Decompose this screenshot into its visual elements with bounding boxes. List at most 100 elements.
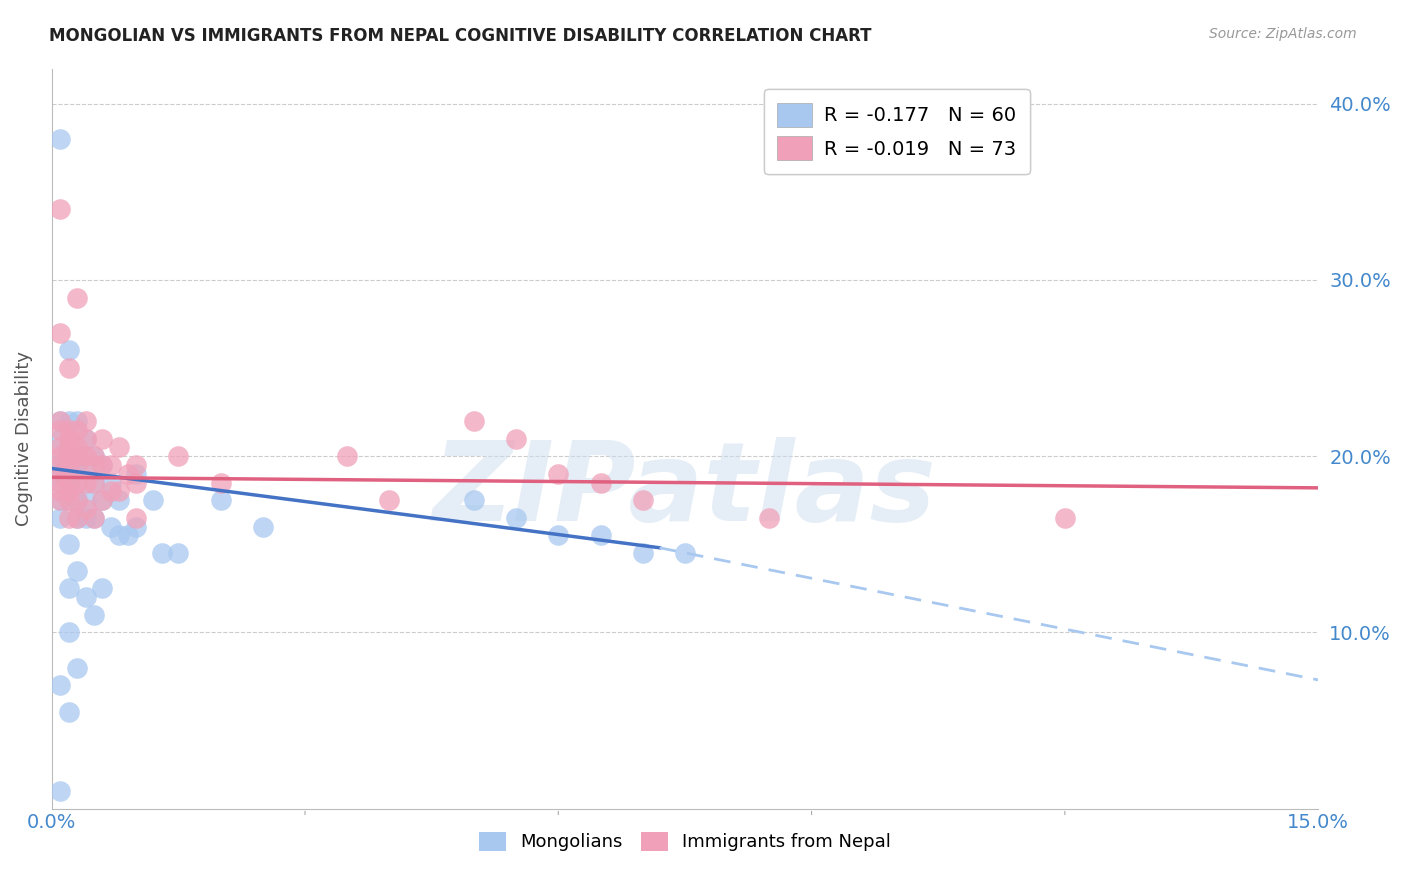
Point (75, 458, 97, 472)
Point (49, 458, 72, 472)
Point (108, 441, 131, 455)
Point (58, 625, 80, 640)
Point (75, 449, 97, 463)
Point (58, 414, 80, 428)
Point (91, 458, 114, 472)
Point (66, 475, 89, 490)
Point (463, 414, 485, 428)
Point (150, 546, 173, 560)
Point (66, 449, 89, 463)
Point (83, 475, 105, 490)
Point (58, 537, 80, 551)
Point (58, 343, 80, 358)
Point (108, 528, 131, 542)
Point (117, 528, 139, 542)
Point (58, 493, 80, 508)
Point (83, 511, 105, 525)
Point (49, 493, 72, 508)
Point (49, 784, 72, 798)
Point (58, 511, 80, 525)
Point (66, 449, 89, 463)
Point (49, 202, 72, 217)
Point (117, 467, 139, 481)
Point (336, 449, 359, 463)
Point (589, 528, 612, 542)
Point (100, 484, 122, 499)
Point (75, 590, 97, 604)
Point (49, 484, 72, 499)
Point (66, 458, 89, 472)
Point (75, 511, 97, 525)
Y-axis label: Cognitive Disability: Cognitive Disability (15, 351, 32, 526)
Point (58, 441, 80, 455)
Text: MONGOLIAN VS IMMIGRANTS FROM NEPAL COGNITIVE DISABILITY CORRELATION CHART: MONGOLIAN VS IMMIGRANTS FROM NEPAL COGNI… (49, 27, 872, 45)
Point (125, 458, 148, 472)
Point (91, 493, 114, 508)
Point (125, 467, 148, 481)
Point (83, 511, 105, 525)
Point (83, 475, 105, 490)
Point (66, 441, 89, 455)
Point (547, 467, 569, 481)
Point (58, 484, 80, 499)
Point (66, 564, 89, 578)
Point (91, 458, 114, 472)
Point (75, 414, 97, 428)
Point (631, 546, 654, 560)
Point (49, 475, 72, 490)
Point (58, 458, 80, 472)
Point (75, 432, 97, 446)
Point (49, 458, 72, 472)
Point (58, 484, 80, 499)
Point (75, 493, 97, 508)
Point (75, 502, 97, 516)
Point (66, 493, 89, 508)
Point (91, 582, 114, 596)
Point (49, 449, 72, 463)
Point (58, 449, 80, 463)
Point (91, 493, 114, 508)
Point (66, 511, 89, 525)
Point (49, 493, 72, 508)
Point (66, 660, 89, 674)
Point (83, 449, 105, 463)
Point (58, 705, 80, 719)
Point (108, 493, 131, 508)
Point (83, 449, 105, 463)
Point (49, 449, 72, 463)
Point (83, 458, 105, 472)
Point (91, 432, 114, 446)
Point (58, 458, 80, 472)
Point (66, 493, 89, 508)
Point (66, 291, 89, 305)
Point (378, 493, 401, 508)
Point (58, 361, 80, 376)
Point (58, 475, 80, 490)
Point (49, 432, 72, 446)
Point (66, 414, 89, 428)
Point (58, 432, 80, 446)
Point (58, 582, 80, 596)
Point (66, 458, 89, 472)
Point (58, 493, 80, 508)
Point (49, 423, 72, 437)
Point (100, 519, 122, 533)
Point (49, 511, 72, 525)
Point (100, 475, 122, 490)
Point (125, 475, 148, 490)
Point (673, 546, 696, 560)
Point (209, 493, 232, 508)
Point (66, 511, 89, 525)
Point (167, 449, 190, 463)
Point (631, 493, 654, 508)
Point (58, 475, 80, 490)
Point (589, 475, 612, 490)
Point (142, 493, 165, 508)
Point (49, 467, 72, 481)
Point (75, 475, 97, 490)
Point (66, 475, 89, 490)
Point (49, 678, 72, 692)
Point (125, 511, 148, 525)
Point (83, 607, 105, 622)
Point (463, 493, 485, 508)
